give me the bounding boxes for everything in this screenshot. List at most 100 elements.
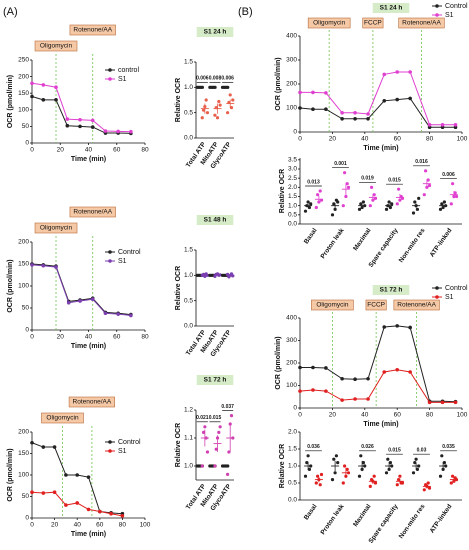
y-tick-label: 200: [18, 239, 29, 246]
data-point: [90, 118, 95, 123]
data-point: [228, 93, 232, 97]
y-axis-label: Relative OCR: [175, 78, 182, 122]
x-tick-label: 60: [394, 136, 402, 143]
data-point: [324, 366, 328, 370]
treatment-box: [41, 412, 84, 424]
x-tick-label: 80: [426, 412, 434, 419]
treatment-label: Oligomycin: [313, 20, 346, 27]
data-point: [201, 430, 206, 434]
y-tick-label: 1.2: [184, 407, 193, 414]
y-tick-label: 0.0: [288, 497, 297, 504]
data-point: [453, 123, 458, 127]
x-tick-label: 0: [298, 412, 302, 419]
x-tick-label: 0: [30, 334, 34, 341]
data-point: [330, 213, 335, 217]
y-tick-label: 0.5: [288, 212, 297, 219]
data-point: [205, 111, 210, 115]
legend-label: Control: [445, 285, 468, 292]
data-point: [41, 445, 46, 449]
data-point: [415, 207, 419, 211]
treatment-box: [68, 396, 115, 408]
legend-label: S1: [118, 76, 127, 83]
data-point: [361, 200, 365, 204]
series-line: [300, 325, 456, 403]
data-point: [203, 425, 207, 429]
data-point: [306, 200, 310, 204]
x-tick-label: 20: [329, 136, 337, 143]
x-tick-label: 40: [74, 522, 82, 529]
treatment-box: [311, 299, 354, 311]
y-axis-label: Relative OCR: [175, 266, 182, 310]
data-point: [343, 171, 347, 175]
data-point: [408, 96, 412, 101]
data-point: [218, 103, 222, 107]
data-point: [426, 481, 430, 485]
treatment-label: Oligomycin: [316, 302, 349, 309]
x-tick-label: 60: [113, 147, 121, 154]
y-tick-label: 1.5: [288, 446, 297, 453]
data-point: [336, 200, 340, 204]
x-tick-label: Maximal: [352, 503, 373, 528]
data-point: [427, 400, 432, 405]
data-point: [41, 98, 46, 102]
x-tick-label: 0: [30, 522, 34, 529]
data-point: [451, 182, 455, 186]
legend-label: S1: [118, 258, 127, 265]
legend-label: Control: [118, 439, 141, 446]
data-point: [214, 447, 218, 451]
data-point: [201, 108, 206, 112]
x-axis-label: Time (min): [363, 421, 398, 428]
data-point: [366, 397, 370, 401]
data-point: [103, 129, 108, 133]
data-point: [305, 461, 309, 465]
data-point: [440, 454, 444, 458]
x-tick-label: ATP-linked: [429, 227, 454, 258]
series-line: [300, 71, 456, 126]
data-point: [298, 90, 302, 95]
y-tick-label: 0.5: [184, 297, 193, 304]
treatment-box: [34, 40, 78, 52]
x-tick-label: 80: [119, 522, 127, 529]
data-point: [311, 388, 315, 392]
data-point: [353, 111, 357, 115]
y-tick-label: 0.0: [184, 135, 193, 142]
data-point: [413, 200, 417, 204]
data-point: [334, 454, 338, 458]
y-tick-label: 2.0: [288, 184, 297, 191]
x-tick-label: Non-mito res: [398, 227, 427, 264]
data-point: [343, 464, 347, 468]
data-point: [303, 474, 308, 478]
title-box: [196, 215, 234, 225]
data-point: [213, 113, 217, 117]
y-tick-label: 1.5: [288, 193, 297, 200]
x-tick-label: 20: [57, 334, 65, 341]
y-tick-label: 300: [286, 57, 297, 64]
data-point: [353, 377, 357, 382]
p-value: 0.015: [209, 415, 222, 421]
data-point: [41, 263, 46, 268]
data-point: [218, 425, 222, 429]
y-tick-label: 400: [286, 33, 297, 40]
treatment-label: FCCP: [367, 302, 385, 309]
y-tick-label: 150: [18, 261, 29, 268]
chart-title: S1 48 h: [204, 217, 227, 224]
data-point: [333, 207, 337, 211]
data-point: [426, 178, 430, 182]
x-tick-label: 40: [85, 334, 93, 341]
data-point: [388, 205, 392, 210]
y-tick-label: 0.0: [288, 221, 297, 228]
p-value: 0.019: [361, 176, 374, 182]
treatment-label: Oligomycin: [46, 415, 79, 422]
y-tick-label: 0: [293, 129, 297, 136]
data-point: [314, 481, 318, 485]
data-point: [427, 486, 432, 490]
y-tick-label: 3.5: [288, 157, 297, 164]
p-value: 0.037: [221, 404, 234, 410]
y-tick-label: 200: [286, 360, 297, 367]
chart-title: S1 72 h: [204, 377, 227, 384]
treatment-label: Rotenone/AA: [402, 20, 441, 27]
p-value: 0.021: [196, 415, 209, 421]
data-point: [451, 474, 455, 478]
chart-title: S1 24 h: [380, 5, 403, 12]
